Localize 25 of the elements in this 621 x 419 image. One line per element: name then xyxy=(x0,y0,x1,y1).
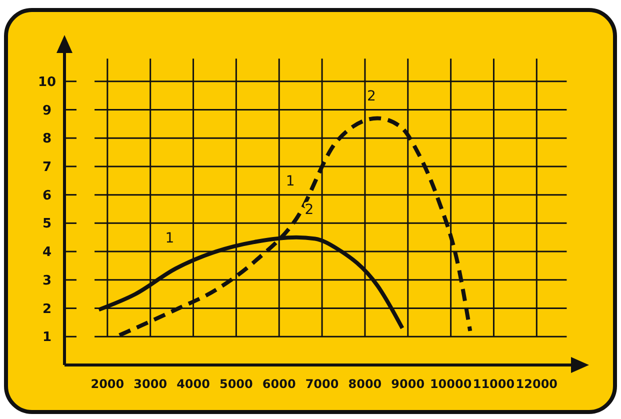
y-tick-label: 8 xyxy=(42,132,52,147)
x-tick-label: 4000 xyxy=(176,377,210,391)
y-tick-label: 2 xyxy=(42,302,52,317)
x-tick-label: 6000 xyxy=(262,377,296,391)
x-tick-label: 5000 xyxy=(219,377,253,391)
y-tick-label: 7 xyxy=(42,160,52,176)
x-tick-label: 3000 xyxy=(134,377,168,391)
x-tick-label: 8000 xyxy=(348,377,382,391)
x-tick-label: 11000 xyxy=(472,377,515,391)
annotation: 2 xyxy=(304,202,314,218)
x-tick-label: 12000 xyxy=(516,377,558,391)
x-tick-label: 2000 xyxy=(90,377,124,391)
y-tick-label: 10 xyxy=(38,74,56,90)
y-tick-label: 4 xyxy=(42,245,52,260)
x-tick-label: 9000 xyxy=(391,377,425,391)
annotation: 1 xyxy=(286,174,295,190)
y-tick-label: 1 xyxy=(42,330,52,346)
y-tick-label: 9 xyxy=(42,103,52,118)
x-tick-label: 10000 xyxy=(430,377,472,391)
annotation: 2 xyxy=(366,88,376,104)
y-tick-label: 3 xyxy=(42,273,52,288)
x-tick-label: 7000 xyxy=(305,377,339,391)
y-tick-label: 6 xyxy=(42,188,52,204)
annotation: 1 xyxy=(165,230,174,246)
y-tick-label: 5 xyxy=(42,216,52,232)
